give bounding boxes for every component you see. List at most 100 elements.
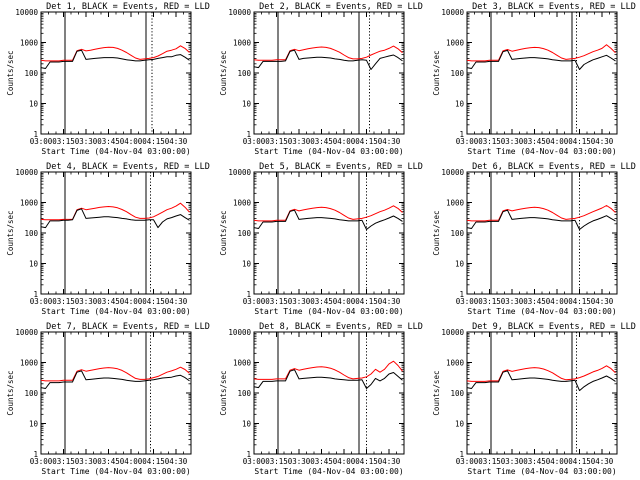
x-tick-label: 04:15 — [568, 297, 591, 306]
x-tick-label: 03:30 — [501, 457, 524, 466]
x-tick-label: 04:00 — [546, 137, 569, 146]
series-lld-line — [40, 202, 190, 221]
plot-frame — [40, 171, 192, 295]
x-tick-label: 03:15 — [478, 137, 501, 146]
chart-title: Det 6, BLACK = Events, RED = LLD — [472, 162, 636, 172]
x-tick-label: 03:45 — [310, 137, 333, 146]
y-tick-label: 10000 — [228, 168, 251, 177]
x-axis-label: Start Time (04-Nov-04 03:00:00) — [467, 147, 616, 156]
y-axis-label: Counts/sec — [432, 50, 441, 95]
y-tick-label: 1 — [33, 450, 38, 459]
x-tick-label: 03:15 — [478, 297, 501, 306]
x-tick-label: 04:30 — [165, 137, 188, 146]
series-lld-line — [466, 44, 616, 62]
x-tick-label: 03:00 — [30, 457, 53, 466]
y-axis-label: Counts/sec — [432, 210, 441, 255]
y-tick-label: 100 — [24, 229, 38, 238]
x-axis-label: Start Time (04-Nov-04 03:00:00) — [254, 307, 403, 316]
x-tick-label: 04:15 — [568, 457, 591, 466]
series-events-line — [466, 370, 616, 392]
y-tick-label: 10 — [455, 420, 465, 429]
plot-frame — [40, 11, 192, 135]
x-tick-label: 04:15 — [568, 137, 591, 146]
plot-frame — [253, 11, 405, 135]
panel-det-7: Det 7, BLACK = Events, RED = LLD 1 10 100 10… — [6, 322, 210, 476]
panel-det-9: Det 9, BLACK = Events, RED = LLD 1 10 100 10… — [432, 322, 636, 476]
chart-title: Det 4, BLACK = Events, RED = LLD — [46, 162, 210, 172]
x-tick-label: 03:45 — [97, 137, 120, 146]
y-tick-label: 100 — [237, 69, 251, 78]
x-axis-label: Start Time (04-Nov-04 03:00:00) — [254, 147, 403, 156]
y-tick-label: 10 — [29, 260, 39, 269]
panel-det-2: Det 2, BLACK = Events, RED = LLD 1 10 100 10… — [219, 2, 423, 156]
x-tick-label: 03:00 — [30, 297, 53, 306]
x-tick-label: 04:00 — [120, 137, 143, 146]
y-tick-label: 1 — [459, 290, 464, 299]
series-events-line — [253, 209, 403, 230]
y-axis-label: Counts/sec — [6, 370, 15, 415]
x-tick-label: 04:00 — [546, 457, 569, 466]
x-tick-label: 03:30 — [75, 137, 98, 146]
plot-frame — [253, 171, 405, 295]
x-tick-label: 03:30 — [75, 457, 98, 466]
y-tick-label: 10 — [29, 100, 39, 109]
panel-det-3: Det 3, BLACK = Events, RED = LLD 1 10 100 10… — [432, 2, 636, 156]
x-tick-label: 04:15 — [355, 137, 378, 146]
y-tick-label: 10000 — [441, 328, 464, 337]
x-tick-label: 03:15 — [478, 457, 501, 466]
y-tick-label: 1 — [246, 450, 251, 459]
y-tick-label: 1000 — [20, 199, 39, 208]
x-tick-label: 03:00 — [456, 457, 479, 466]
x-tick-label: 04:00 — [333, 457, 356, 466]
chart-title: Det 7, BLACK = Events, RED = LLD — [46, 322, 210, 332]
x-tick-label: 03:00 — [456, 297, 479, 306]
x-tick-label: 03:30 — [501, 297, 524, 306]
y-tick-label: 10000 — [15, 8, 38, 17]
panel-det-5: Det 5, BLACK = Events, RED = LLD 1 10 100 10… — [219, 162, 423, 316]
x-tick-label: 03:00 — [30, 137, 53, 146]
y-tick-label: 10000 — [228, 8, 251, 17]
x-tick-label: 04:00 — [546, 297, 569, 306]
series-events-line — [40, 208, 190, 229]
y-tick-label: 10 — [242, 420, 252, 429]
x-tick-label: 03:00 — [243, 457, 266, 466]
x-tick-label: 04:00 — [333, 297, 356, 306]
x-tick-label: 04:30 — [378, 297, 401, 306]
series-events-line — [40, 370, 190, 389]
plot-frame — [466, 331, 618, 455]
y-tick-label: 10000 — [441, 168, 464, 177]
y-tick-label: 1000 — [446, 39, 465, 48]
y-tick-label: 100 — [450, 389, 464, 398]
x-tick-label: 03:30 — [75, 297, 98, 306]
x-axis-label: Start Time (04-Nov-04 03:00:00) — [254, 467, 403, 476]
plot-frame — [253, 331, 405, 455]
x-tick-label: 03:00 — [243, 137, 266, 146]
x-axis-label: Start Time (04-Nov-04 03:00:00) — [41, 147, 190, 156]
chart-title: Det 8, BLACK = Events, RED = LLD — [259, 322, 423, 332]
x-tick-label: 04:30 — [591, 457, 614, 466]
y-tick-label: 100 — [24, 69, 38, 78]
chart-title: Det 1, BLACK = Events, RED = LLD — [46, 2, 210, 12]
series-lld-line — [466, 365, 616, 382]
x-tick-label: 03:15 — [265, 137, 288, 146]
x-tick-label: 04:00 — [120, 457, 143, 466]
y-tick-label: 100 — [237, 229, 251, 238]
plot-frame — [466, 11, 618, 135]
x-tick-label: 04:30 — [165, 297, 188, 306]
x-tick-label: 04:00 — [333, 137, 356, 146]
x-tick-label: 03:45 — [97, 297, 120, 306]
x-tick-label: 03:45 — [97, 457, 120, 466]
x-tick-label: 04:30 — [378, 457, 401, 466]
series-lld-line — [466, 205, 616, 222]
y-tick-label: 1 — [459, 450, 464, 459]
x-tick-label: 04:15 — [355, 457, 378, 466]
x-tick-label: 03:45 — [523, 297, 546, 306]
y-axis-label: Counts/sec — [6, 210, 15, 255]
x-tick-label: 03:15 — [52, 297, 75, 306]
x-tick-label: 03:45 — [523, 457, 546, 466]
y-tick-label: 10000 — [15, 328, 38, 337]
y-tick-label: 10 — [455, 100, 465, 109]
y-tick-label: 1000 — [446, 199, 465, 208]
x-tick-label: 03:15 — [265, 457, 288, 466]
